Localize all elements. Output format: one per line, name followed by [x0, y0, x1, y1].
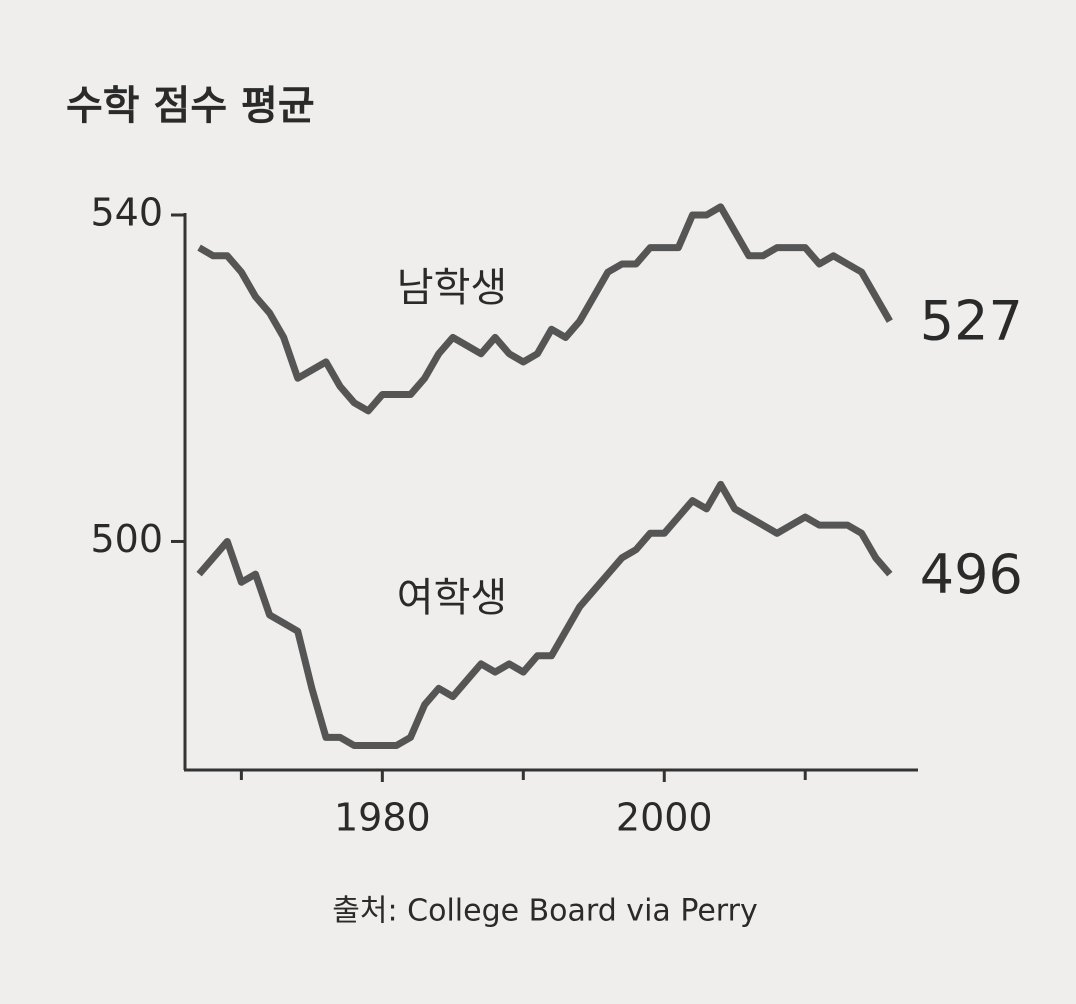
x-tick-label: 1980 — [334, 796, 431, 840]
end-value-label: 496 — [920, 543, 1023, 606]
line — [196, 480, 893, 750]
source: 출처: College Board via Perry — [332, 894, 757, 929]
x-tick-label: 2000 — [616, 796, 713, 840]
y-tick-label: 540 — [90, 191, 163, 235]
chart-title: 수학 점수 평균 — [66, 83, 315, 129]
series-label: 남학생 — [397, 265, 507, 311]
end-value-label: 527 — [920, 290, 1023, 353]
series-label: 여학생 — [397, 575, 507, 621]
line — [197, 203, 893, 415]
y-tick-label: 500 — [90, 517, 163, 561]
